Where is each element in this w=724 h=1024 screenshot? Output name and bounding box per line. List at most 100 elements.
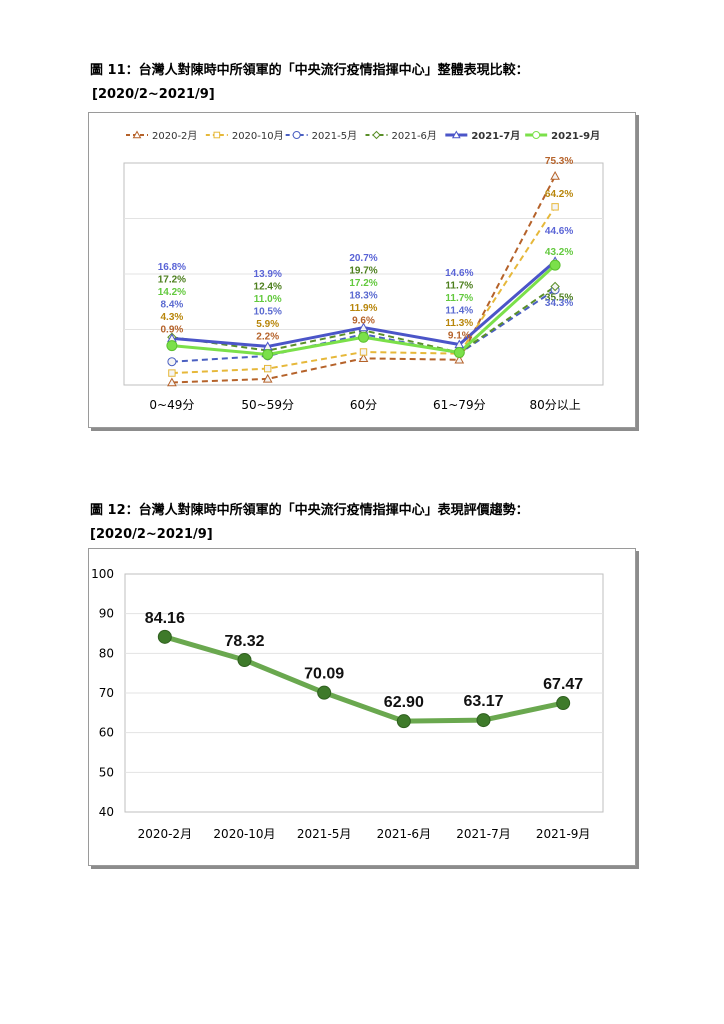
x-tick-label: 0~49分: [149, 398, 194, 412]
y-tick-label: 80: [99, 646, 114, 660]
legend-entry: 2021-5月: [285, 130, 357, 142]
data-label: 12.4%: [254, 282, 282, 293]
data-point: [550, 171, 560, 180]
legend-marker: [532, 131, 541, 139]
data-label: 14.6%: [445, 268, 473, 279]
data-label: 11.7%: [445, 281, 473, 292]
legend-marker: [292, 131, 301, 139]
legend-label: 2021-5月: [312, 130, 357, 142]
data-point: [358, 353, 369, 363]
legend-entry: 2020-10月: [205, 130, 284, 142]
data-label: 63.17: [463, 693, 503, 710]
data-label: 64.2%: [545, 189, 573, 200]
legend-entry: 2021-7月: [445, 130, 520, 142]
data-label: 35.5%: [545, 292, 573, 303]
data-point: [453, 347, 465, 359]
data-label: 19.7%: [349, 266, 377, 277]
y-tick-label: 40: [99, 805, 114, 819]
figure-11-subcaption: [2020/2~2021/9]: [92, 87, 215, 102]
y-tick-label: 70: [99, 686, 114, 700]
data-point: [167, 377, 177, 387]
data-point: [262, 373, 273, 383]
data-point: [262, 348, 274, 360]
data-label: 17.2%: [349, 278, 377, 289]
chart-1-svg: 2020-2月 2020-10月 2021-5月 2021-6月 2021-7月 2021…: [123, 130, 604, 412]
data-label: 11.9%: [350, 303, 378, 314]
data-point: [556, 696, 571, 711]
data-label: 9.1%: [448, 331, 471, 342]
data-point: [166, 340, 178, 352]
legend-entry: 2020-2月: [126, 130, 197, 142]
legend-entry: 2021-9月: [525, 130, 600, 142]
data-label: 67.47: [543, 676, 583, 693]
data-point: [237, 652, 252, 667]
chart-2-frame: 100 90 80 70 60 50 40 84.16 78.32 70.09 62.90 63.17…: [88, 548, 636, 866]
data-point: [168, 369, 176, 377]
data-label: 75.3%: [545, 156, 573, 167]
chart-2-svg: 100 90 80 70 60 50 40 84.16 78.32 70.09 62.90 63.17…: [91, 567, 604, 841]
data-label: 2.2%: [256, 332, 279, 343]
y-tick-label: 100: [91, 567, 114, 581]
legend-label: 2021-6月: [392, 130, 437, 142]
data-label: 11.4%: [445, 306, 473, 317]
x-tick-label: 2021-5月: [297, 827, 352, 841]
x-tick-label: 80分以上: [529, 398, 580, 412]
data-label: 78.32: [224, 633, 264, 650]
x-tick-label: 2021-9月: [536, 827, 591, 841]
data-label: 9.6%: [352, 316, 375, 327]
data-point: [476, 713, 491, 728]
legend-label: 2021-9月: [551, 130, 600, 142]
x-tick-label: 2021-7月: [456, 827, 511, 841]
data-label: 14.2%: [158, 287, 186, 298]
data-label: 17.2%: [158, 275, 186, 286]
x-tick-label: 50~59分: [241, 398, 294, 412]
x-tick-label: 60分: [350, 398, 377, 412]
data-label: 10.5%: [254, 307, 282, 318]
data-point: [550, 281, 560, 292]
data-label: 20.7%: [349, 253, 377, 264]
data-point: [264, 364, 272, 373]
data-label: 43.2%: [545, 247, 573, 258]
data-label: 4.3%: [161, 312, 184, 323]
data-label: 18.3%: [349, 291, 377, 302]
data-label: 5.9%: [256, 319, 279, 330]
legend-label: 2021-7月: [471, 130, 520, 142]
x-tick-label: 2020-10月: [213, 827, 275, 841]
data-point: [167, 357, 177, 367]
legend-entry: 2021-6月: [365, 130, 437, 142]
data-label: 16.8%: [158, 262, 186, 273]
data-point: [358, 331, 369, 343]
y-tick-label: 90: [99, 607, 114, 621]
data-label: 44.6%: [545, 226, 573, 237]
data-label: 11.7%: [445, 293, 473, 304]
y-tick-label: 60: [99, 726, 114, 740]
data-point: [359, 348, 368, 356]
data-point: [157, 629, 172, 644]
data-point: [549, 259, 561, 271]
legend-marker: [451, 130, 461, 139]
x-tick-label: 2020-2月: [138, 827, 193, 841]
data-label: 11.3%: [445, 318, 473, 329]
legend-marker: [213, 131, 221, 139]
chart-1-frame: 2020-2月 2020-10月 2021-5月 2021-6月 2021-7月 2021…: [88, 112, 636, 428]
data-point: [551, 203, 559, 211]
legend-marker: [372, 130, 381, 140]
data-label: 0.9%: [161, 325, 184, 336]
data-point: [396, 714, 411, 729]
figure-11-caption: 圖 11：台灣人對陳時中所領軍的「中央流行疫情指揮中心」整體表現比較：: [90, 63, 529, 78]
x-tick-label: 2021-6月: [377, 827, 432, 841]
legend-label: 2020-2月: [152, 130, 197, 142]
data-label: 62.90: [384, 694, 424, 711]
data-label: 34.3%: [545, 298, 573, 309]
data-label: 13.9%: [254, 269, 282, 280]
data-label: 8.4%: [161, 300, 184, 311]
data-label: 84.16: [145, 610, 185, 627]
data-point: [454, 354, 465, 364]
legend-marker: [132, 130, 142, 139]
data-label: 11.0%: [254, 294, 282, 305]
figure-12-caption: 圖 12：台灣人對陳時中所領軍的「中央流行疫情指揮中心」表現評價趨勢：: [90, 503, 529, 518]
trend-line: [162, 634, 566, 724]
figure-12-subcaption: [2020/2~2021/9]: [90, 527, 213, 542]
data-point: [317, 685, 332, 700]
data-point: [358, 322, 369, 332]
